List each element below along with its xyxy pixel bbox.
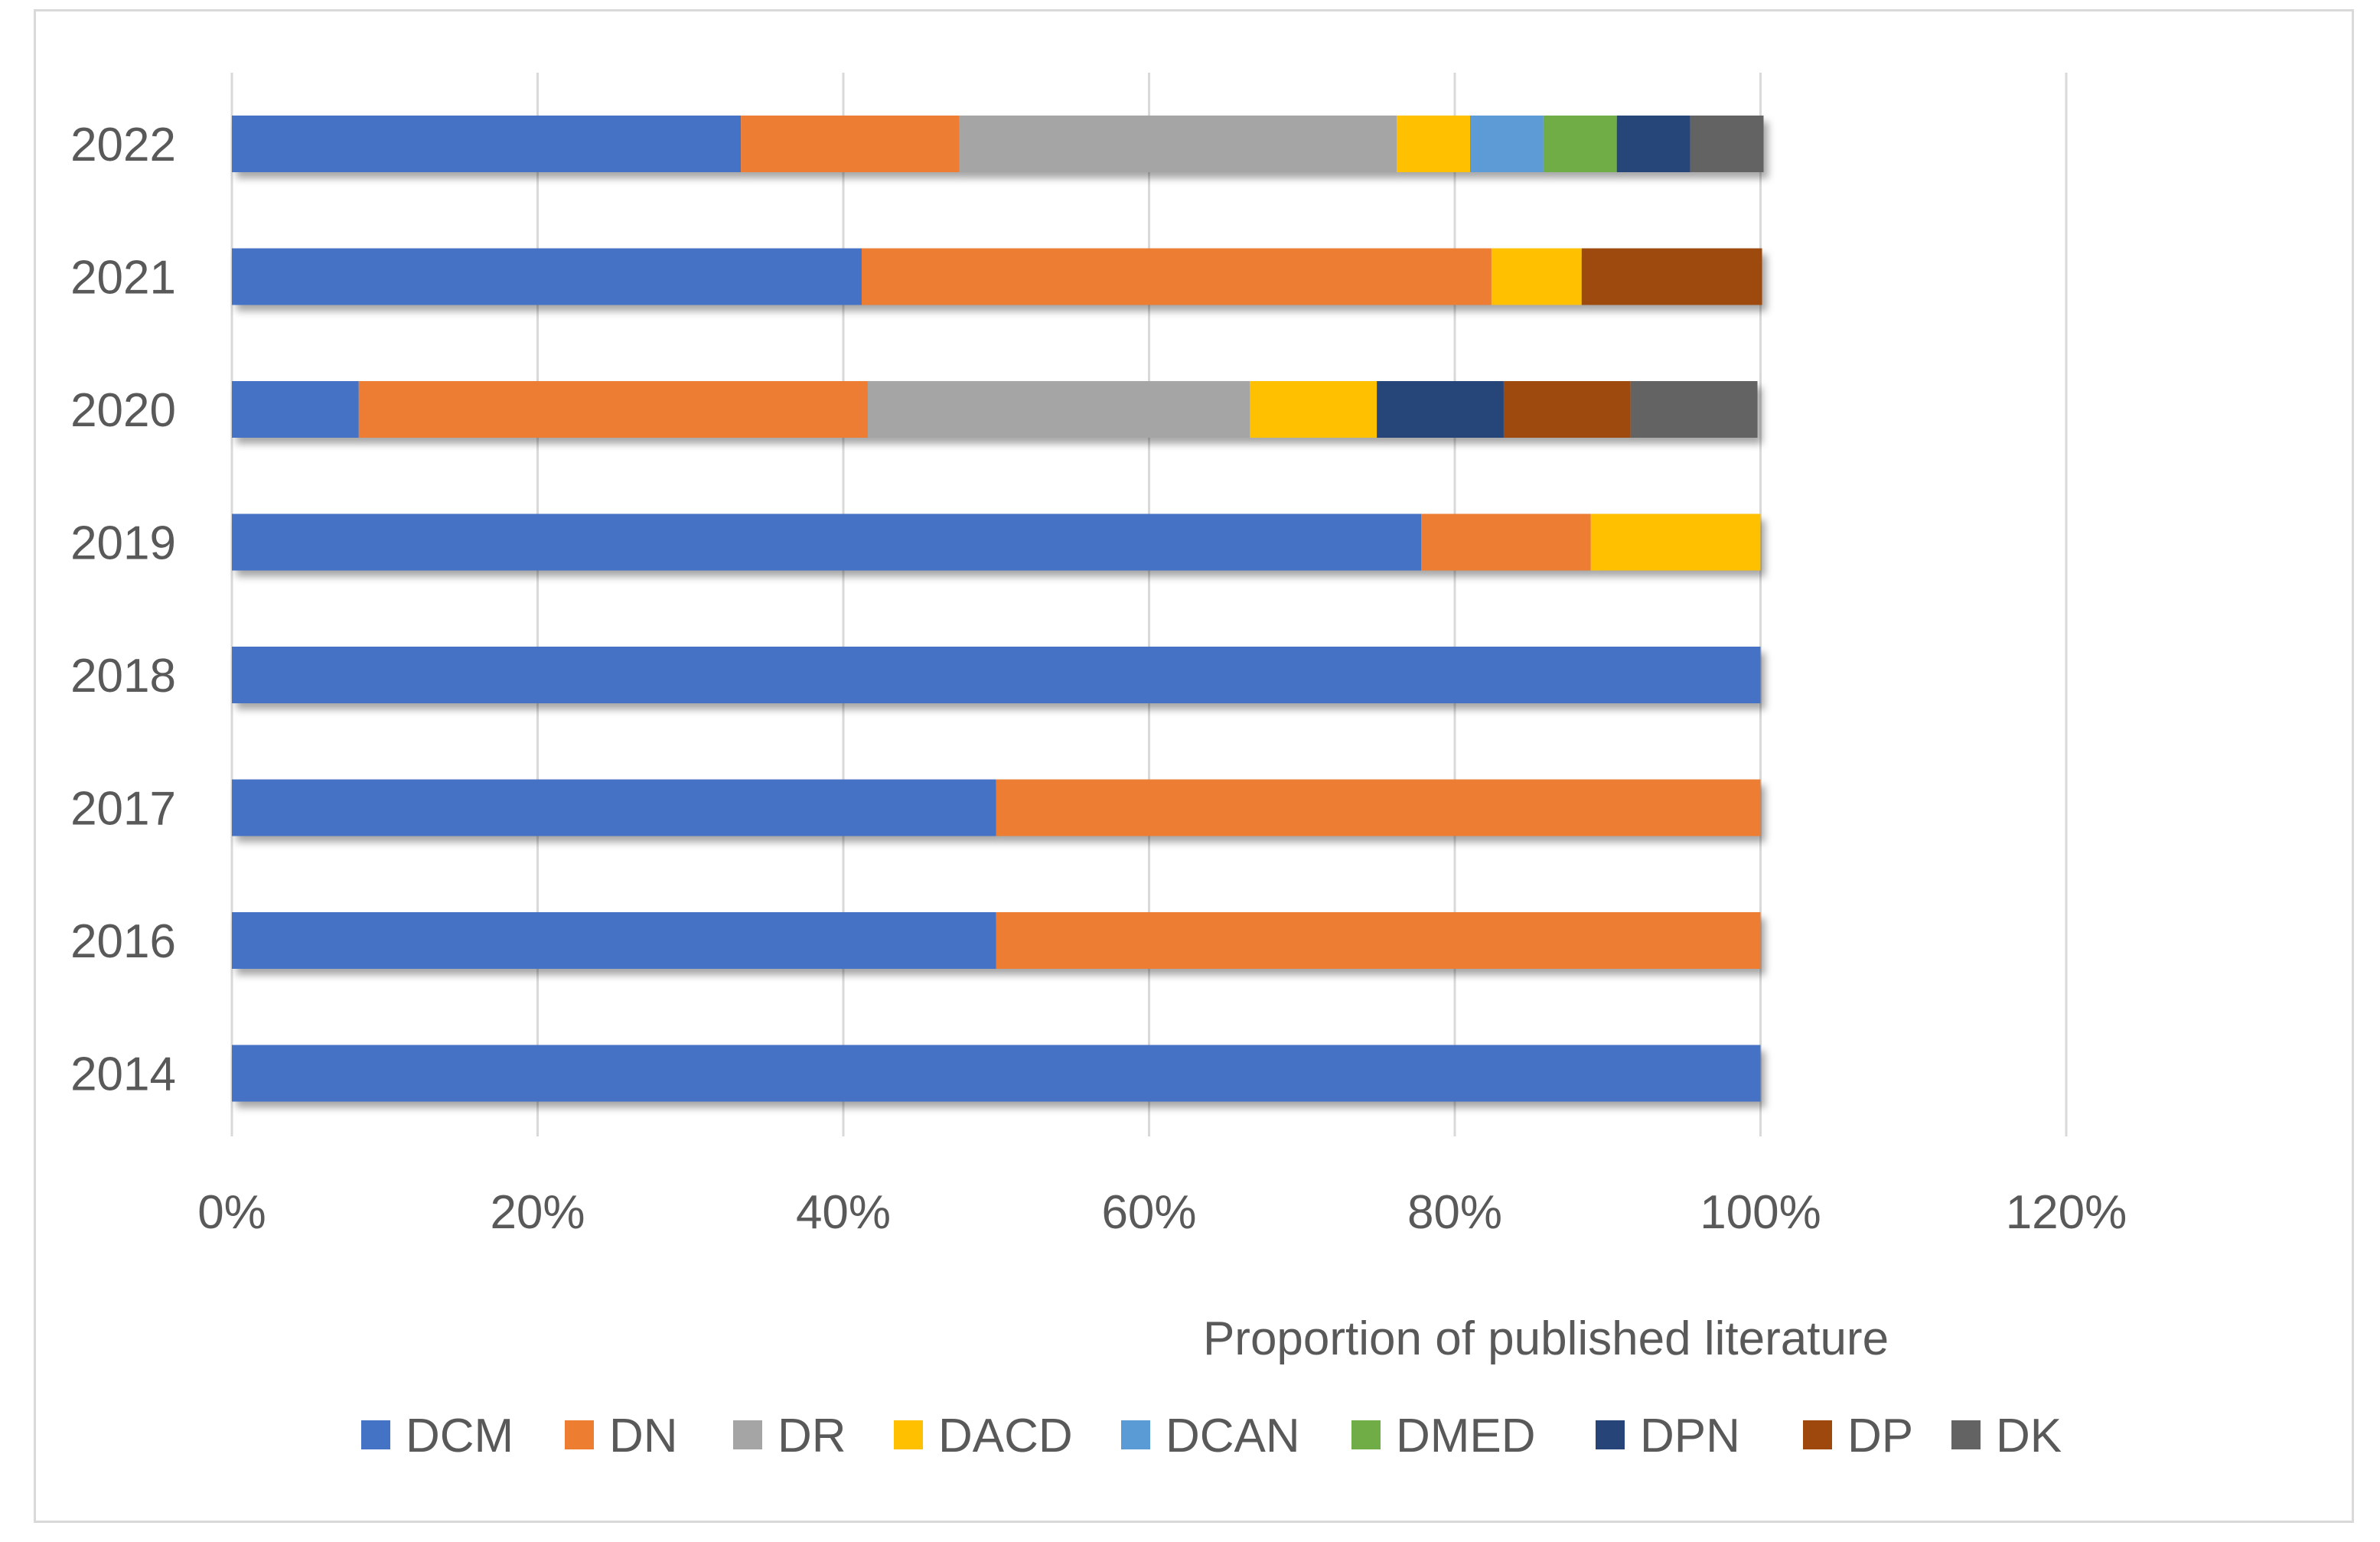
legend-label: DP	[1847, 1410, 1913, 1462]
legend-item-dpn: DPN	[1596, 1410, 1740, 1462]
x-tick-label: 0%	[197, 1186, 266, 1239]
bar-segment-2017-dcm	[232, 779, 996, 836]
legend-item-dn: DN	[565, 1410, 678, 1462]
y-tick-label: 2014	[70, 1048, 176, 1101]
bar-segment-2022-dacd	[1397, 116, 1470, 172]
x-tick-label: 80%	[1407, 1186, 1502, 1239]
x-axis-ticks: 0% 20% 40% 60% 80% 100% 120%	[197, 1186, 2127, 1239]
y-tick-label: 2016	[70, 915, 176, 968]
y-tick-label: 2017	[70, 783, 176, 836]
bar-group-2017	[232, 779, 1761, 836]
bar-segment-2022-dmed	[1543, 116, 1617, 172]
bar-segment-2022-dcan	[1469, 116, 1544, 172]
legend-item-dk: DK	[1951, 1410, 2062, 1462]
bar-segment-2020-dp	[1503, 381, 1631, 438]
x-axis-title: Proportion of published literature	[1203, 1312, 1889, 1365]
bar-group-2016	[232, 912, 1761, 969]
bar-segment-2022-dn	[741, 116, 960, 172]
y-tick-label: 2022	[70, 119, 176, 171]
bar-segment-2019-dcm	[232, 513, 1422, 571]
x-tick-label: 20%	[490, 1186, 585, 1239]
legend-swatch	[565, 1420, 594, 1449]
legend-label: DPN	[1640, 1410, 1740, 1462]
y-tick-label: 2021	[70, 252, 176, 305]
legend-swatch	[1121, 1420, 1150, 1449]
bar-segment-2017-dn	[996, 779, 1761, 836]
bar-group-2020	[232, 381, 1758, 438]
legend-label: DMED	[1396, 1410, 1536, 1462]
legend-label: DR	[778, 1410, 846, 1462]
legend-item-dr: DR	[733, 1410, 846, 1462]
x-tick-label: 60%	[1101, 1186, 1196, 1239]
bar-segment-2022-dpn	[1616, 116, 1690, 172]
bar-segment-2021-dcm	[232, 248, 862, 305]
bar-group-2018	[232, 647, 1761, 703]
bar-segment-2022-dr	[959, 116, 1397, 172]
legend-swatch	[733, 1420, 762, 1449]
bar-segment-2019-dn	[1421, 513, 1591, 571]
x-tick-label: 100%	[1700, 1186, 1821, 1239]
bar-group-2019	[232, 513, 1761, 571]
bar-segment-2020-dk	[1630, 381, 1758, 438]
legend-swatch	[1951, 1420, 1981, 1449]
bar-segment-2021-dp	[1581, 248, 1762, 305]
legend-swatch	[1803, 1420, 1832, 1449]
y-axis-ticks: 2022 2021 2020 2019 2018 2017 2016 2014	[70, 119, 176, 1101]
bar-segment-2020-dn	[358, 381, 868, 438]
bar-segment-2022-dk	[1690, 116, 1764, 172]
bar-segment-2020-dcm	[232, 381, 359, 438]
bar-segment-2021-dacd	[1491, 248, 1582, 305]
legend-label: DCM	[406, 1410, 513, 1462]
legend-label: DCAN	[1166, 1410, 1300, 1462]
y-tick-label: 2019	[70, 517, 176, 570]
legend-label: DN	[609, 1410, 678, 1462]
legend-item-dcan: DCAN	[1121, 1410, 1300, 1462]
legend-swatch	[1351, 1420, 1381, 1449]
legend-label: DK	[1996, 1410, 2062, 1462]
bar-group-2014	[232, 1045, 1761, 1102]
y-tick-label: 2018	[70, 650, 176, 703]
y-tick-label: 2020	[70, 384, 176, 437]
bar-segment-2019-dacd	[1590, 513, 1761, 571]
legend-item-dmed: DMED	[1351, 1410, 1536, 1462]
bar-segment-2020-dacd	[1250, 381, 1377, 438]
bar-segment-2022-dcm	[232, 116, 742, 172]
legend-item-dcm: DCM	[361, 1410, 513, 1462]
bar-segment-2020-dpn	[1377, 381, 1504, 438]
bar-segment-2021-dn	[861, 248, 1492, 305]
bars	[232, 116, 1764, 1102]
legend-swatch	[361, 1420, 390, 1449]
bar-group-2022	[232, 116, 1764, 172]
legend-swatch	[894, 1420, 923, 1449]
legend-label: DACD	[938, 1410, 1073, 1462]
gridlines	[230, 73, 2068, 1136]
bar-segment-2018-dcm	[232, 647, 1761, 703]
bar-group-2021	[232, 248, 1762, 305]
bar-segment-2020-dr	[867, 381, 1250, 438]
legend: DCM DN DR DACD DCAN DMED DPN DP DK	[361, 1410, 2062, 1462]
legend-swatch	[1596, 1420, 1625, 1449]
legend-item-dacd: DACD	[894, 1410, 1073, 1462]
legend-item-dp: DP	[1803, 1410, 1913, 1462]
bar-segment-2014-dcm	[232, 1045, 1761, 1102]
x-tick-label: 40%	[796, 1186, 891, 1239]
bar-segment-2016-dcm	[232, 912, 996, 969]
x-tick-label: 120%	[2006, 1186, 2127, 1239]
bar-segment-2016-dn	[996, 912, 1761, 969]
